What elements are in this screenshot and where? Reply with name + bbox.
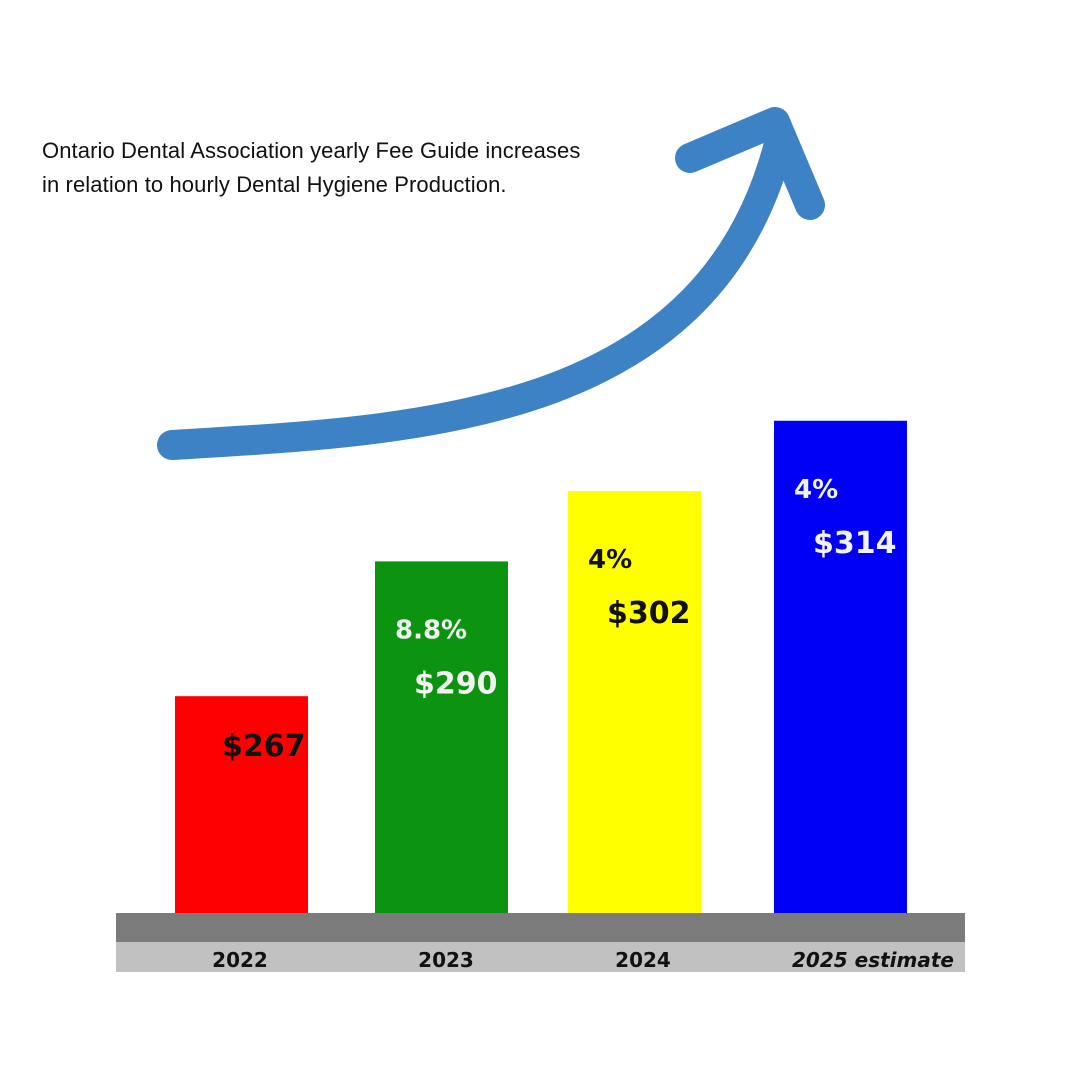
trend-arrow-icon: [157, 107, 825, 460]
labels-group: $267 2022 8.8% $290 2023 4% $302 2024 4% $314 2025…: [212, 475, 954, 972]
category-label-2023: 2023: [418, 948, 474, 972]
bar-2022: [175, 696, 308, 913]
chart-title-line-1: Ontario Dental Association yearly Fee Gu…: [42, 138, 581, 163]
bar-2024: [568, 491, 701, 913]
category-axis-band: [116, 942, 965, 972]
trend-arrow-head: [675, 107, 825, 220]
percent-label-2025-estimate: 4%: [794, 475, 838, 505]
category-label-2024: 2024: [615, 948, 671, 972]
category-label-2022: 2022: [212, 948, 268, 972]
bar-2025-estimate: [774, 420, 907, 913]
percent-label-2023: 8.8%: [395, 615, 467, 645]
baseline-bar: [116, 913, 965, 942]
value-label-2022: $267: [222, 729, 306, 764]
value-label-2023: $290: [414, 666, 498, 701]
value-label-2025-estimate: $314: [813, 526, 897, 561]
bar-2023: [375, 561, 508, 913]
trend-arrow-shaft: [157, 125, 795, 460]
percent-label-2024: 4%: [588, 545, 632, 575]
chart-title-line-2: in relation to hourly Dental Hygiene Pro…: [42, 172, 507, 197]
value-label-2024: $302: [607, 596, 691, 631]
bars-group: [175, 420, 907, 913]
category-label-2025-estimate: 2025 estimate: [792, 948, 954, 972]
